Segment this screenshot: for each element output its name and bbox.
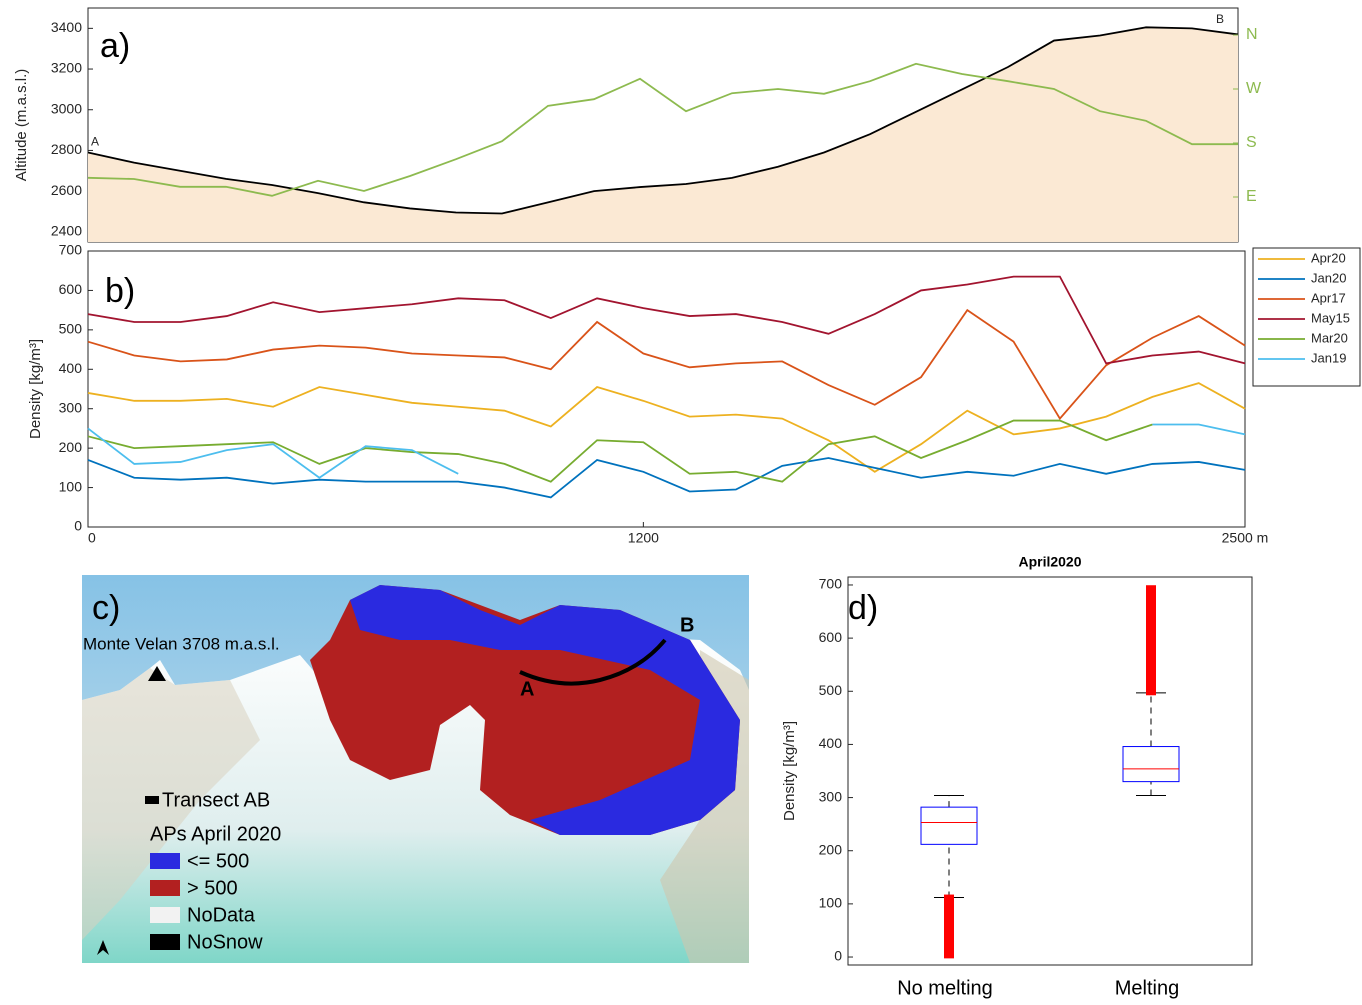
plot-frame [88,251,1245,527]
y-tick-label: 600 [59,281,83,297]
y-tick-label: 300 [59,399,83,415]
peak-label: Monte Velan 3708 m.a.s.l. [83,634,280,653]
y-tick-label: 2400 [51,223,82,239]
y-tick-label: 2800 [51,141,82,157]
map-panel: c) Monte Velan 3708 m.a.s.l. A B Transec… [82,575,749,963]
legend-title: APs April 2020 [150,823,281,845]
panel-label: a) [100,27,130,65]
figure: c) Monte Velan 3708 m.a.s.l. A B Transec… [0,0,1362,1005]
legend-swatch [150,880,180,896]
line [88,458,1245,497]
panel-label: c) [92,589,120,627]
outlier [1146,585,1156,593]
y2-tick-label: N [1246,26,1258,43]
panel-label: d) [848,589,878,627]
point-label: A [520,678,534,700]
y-tick-label: 700 [819,576,843,592]
legend-label: NoSnow [187,931,263,953]
y-tick-label: 3400 [51,19,82,35]
y-tick-label: 200 [59,439,83,455]
y-tick-label: 100 [819,895,843,911]
y-tick-label: 400 [59,360,83,376]
y-tick-label: 0 [74,518,82,534]
legend-swatch [150,853,180,869]
chart-title: April2020 [1018,554,1081,570]
y-tick-label: 700 [59,242,83,258]
point-label: B [1216,12,1224,26]
box [921,807,977,844]
y-tick-label: 3000 [51,100,82,116]
point-label: A [91,135,99,149]
x-tick-label: No melting [897,977,993,999]
y-tick-label: 100 [59,478,83,494]
legend-swatch [150,934,180,950]
y2-tick-label: S [1246,134,1257,151]
panel-label: b) [105,272,135,310]
line [88,424,1245,477]
legend-swatch [150,907,180,923]
legend-label: May15 [1311,310,1350,325]
y-tick-label: 200 [819,841,843,857]
legend-label: NoData [187,904,256,926]
x-tick-label: 1200 [628,530,659,546]
y-tick-label: 0 [834,948,842,964]
point-label: B [680,614,694,636]
outlier [944,895,954,903]
y-axis-label: Altitude (m.a.s.l.) [13,69,30,182]
x-tick-label: 0 [88,530,96,546]
line [88,277,1245,364]
legend-label: <= 500 [187,850,249,872]
legend-label: > 500 [187,877,238,899]
legend-label: Apr20 [1311,250,1346,265]
legend-label: Mar20 [1311,330,1348,345]
y-tick-label: 2600 [51,182,82,198]
y-tick-label: 300 [819,788,843,804]
legend-label: Transect AB [162,789,270,811]
line [88,310,1245,418]
legend-label: Jan19 [1311,350,1346,365]
x-tick-label: 2500 m [1222,530,1269,546]
box [1123,747,1179,782]
x-tick-label: Melting [1115,977,1179,999]
legend-swatch [145,796,159,804]
plot-frame [848,577,1252,965]
y2-tick-label: W [1246,80,1262,97]
line [88,421,1152,482]
y-tick-label: 600 [819,629,843,645]
y2-tick-label: E [1246,188,1257,205]
y-tick-label: 3200 [51,60,82,76]
area [88,27,1238,242]
legend-label: Apr17 [1311,290,1346,305]
page: c) Monte Velan 3708 m.a.s.l. A B Transec… [0,0,1362,1005]
y-tick-label: 400 [819,735,843,751]
y-tick-label: 500 [59,321,83,337]
y-axis-label: Density [kg/m³] [27,339,44,439]
legend-label: Jan20 [1311,270,1346,285]
y-axis-label: Density [kg/m³] [781,721,798,821]
y-tick-label: 500 [819,682,843,698]
